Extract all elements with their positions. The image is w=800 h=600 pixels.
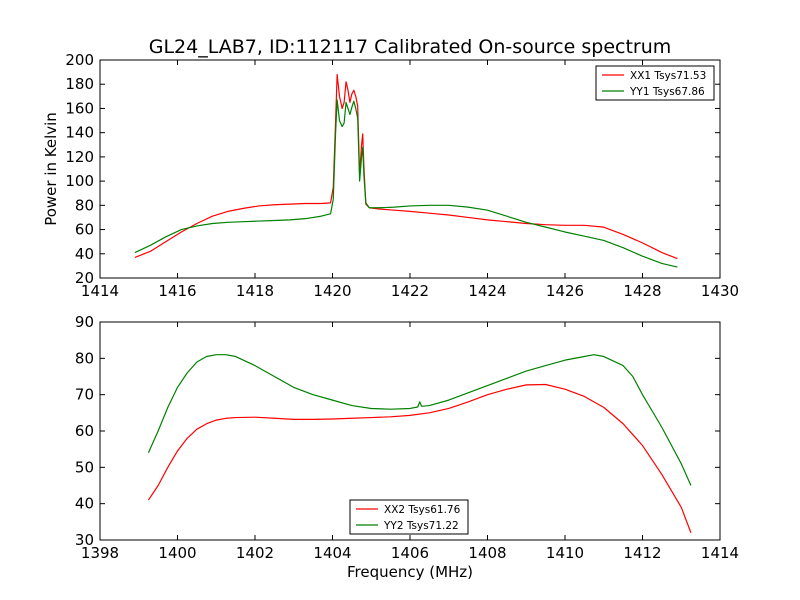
x-tick-label: 1416 <box>158 282 196 300</box>
bottom-plot: 1398 1400 1402 1404 1406 1408 1410 1412 1414 30 40… <box>75 313 739 562</box>
legend-box <box>595 65 715 101</box>
x-tick-label: 1400 <box>158 544 196 562</box>
y-axis-label: Power in Kelvin <box>42 112 60 226</box>
x-tick-label: 1428 <box>623 282 661 300</box>
series-line-top-1 <box>134 73 678 260</box>
legend-label: YY2 Tsys71.22 <box>383 520 459 532</box>
series-line-bottom-1 <box>147 383 692 533</box>
y-tick-label: 90 <box>75 313 94 331</box>
y-tick-label: 70 <box>75 386 94 404</box>
x-tick-label: 1410 <box>546 544 584 562</box>
x-tick-label: 1412 <box>623 544 661 562</box>
y-tick-label: 20 <box>75 269 94 287</box>
y-tick-label: 60 <box>75 221 94 239</box>
y-tick-label: 100 <box>65 172 94 190</box>
x-tick-label: 1424 <box>468 282 506 300</box>
x-tick-label: 1422 <box>391 282 429 300</box>
x-tick-label: 1408 <box>468 544 506 562</box>
x-tick-label: 1414 <box>701 544 739 562</box>
legend-box <box>349 499 469 535</box>
x-tick-label: 1398 <box>81 544 119 562</box>
legend: XX2 Tsys61.76 YY2 Tsys71.22 <box>349 499 469 535</box>
y-tick-label: 160 <box>65 99 94 117</box>
series-line-bottom-2 <box>147 354 692 486</box>
legend-label: YY1 Tsys67.86 <box>629 86 705 98</box>
x-tick-label: 1404 <box>313 544 351 562</box>
y-tick-label: 40 <box>75 245 94 263</box>
top-plot: 1414 1416 1418 1420 1422 1424 1426 1428 1430 20 40… <box>65 51 739 300</box>
chart-title: GL24_LAB7, ID:112117 Calibrated On-sourc… <box>149 36 672 58</box>
y-tick-label: 80 <box>75 349 94 367</box>
legend: XX1 Tsys71.53 YY1 Tsys67.86 <box>595 65 715 101</box>
legend-label: XX1 Tsys71.53 <box>630 70 706 82</box>
y-tick-label: 200 <box>65 51 94 69</box>
x-tick-label: 1402 <box>236 544 274 562</box>
y-tick-label: 60 <box>75 422 94 440</box>
x-axis-label: Frequency (MHz) <box>347 563 473 581</box>
x-tick-label: 1418 <box>236 282 274 300</box>
y-tick-label: 120 <box>65 148 94 166</box>
y-tick-label: 30 <box>75 531 94 549</box>
legend-label: XX2 Tsys61.76 <box>384 504 461 516</box>
y-tick-label: 140 <box>65 124 94 142</box>
series-line-top-2 <box>134 99 678 268</box>
y-tick-label: 50 <box>75 458 94 476</box>
x-tick-label: 1426 <box>546 282 584 300</box>
x-tick-label: 1420 <box>313 282 351 300</box>
y-tick-label: 40 <box>75 495 94 513</box>
y-tick-label: 180 <box>65 75 94 93</box>
y-tick-label: 80 <box>75 196 94 214</box>
x-tick-label: 1414 <box>81 282 119 300</box>
x-tick-label: 1406 <box>391 544 429 562</box>
x-tick-label: 1430 <box>701 282 739 300</box>
